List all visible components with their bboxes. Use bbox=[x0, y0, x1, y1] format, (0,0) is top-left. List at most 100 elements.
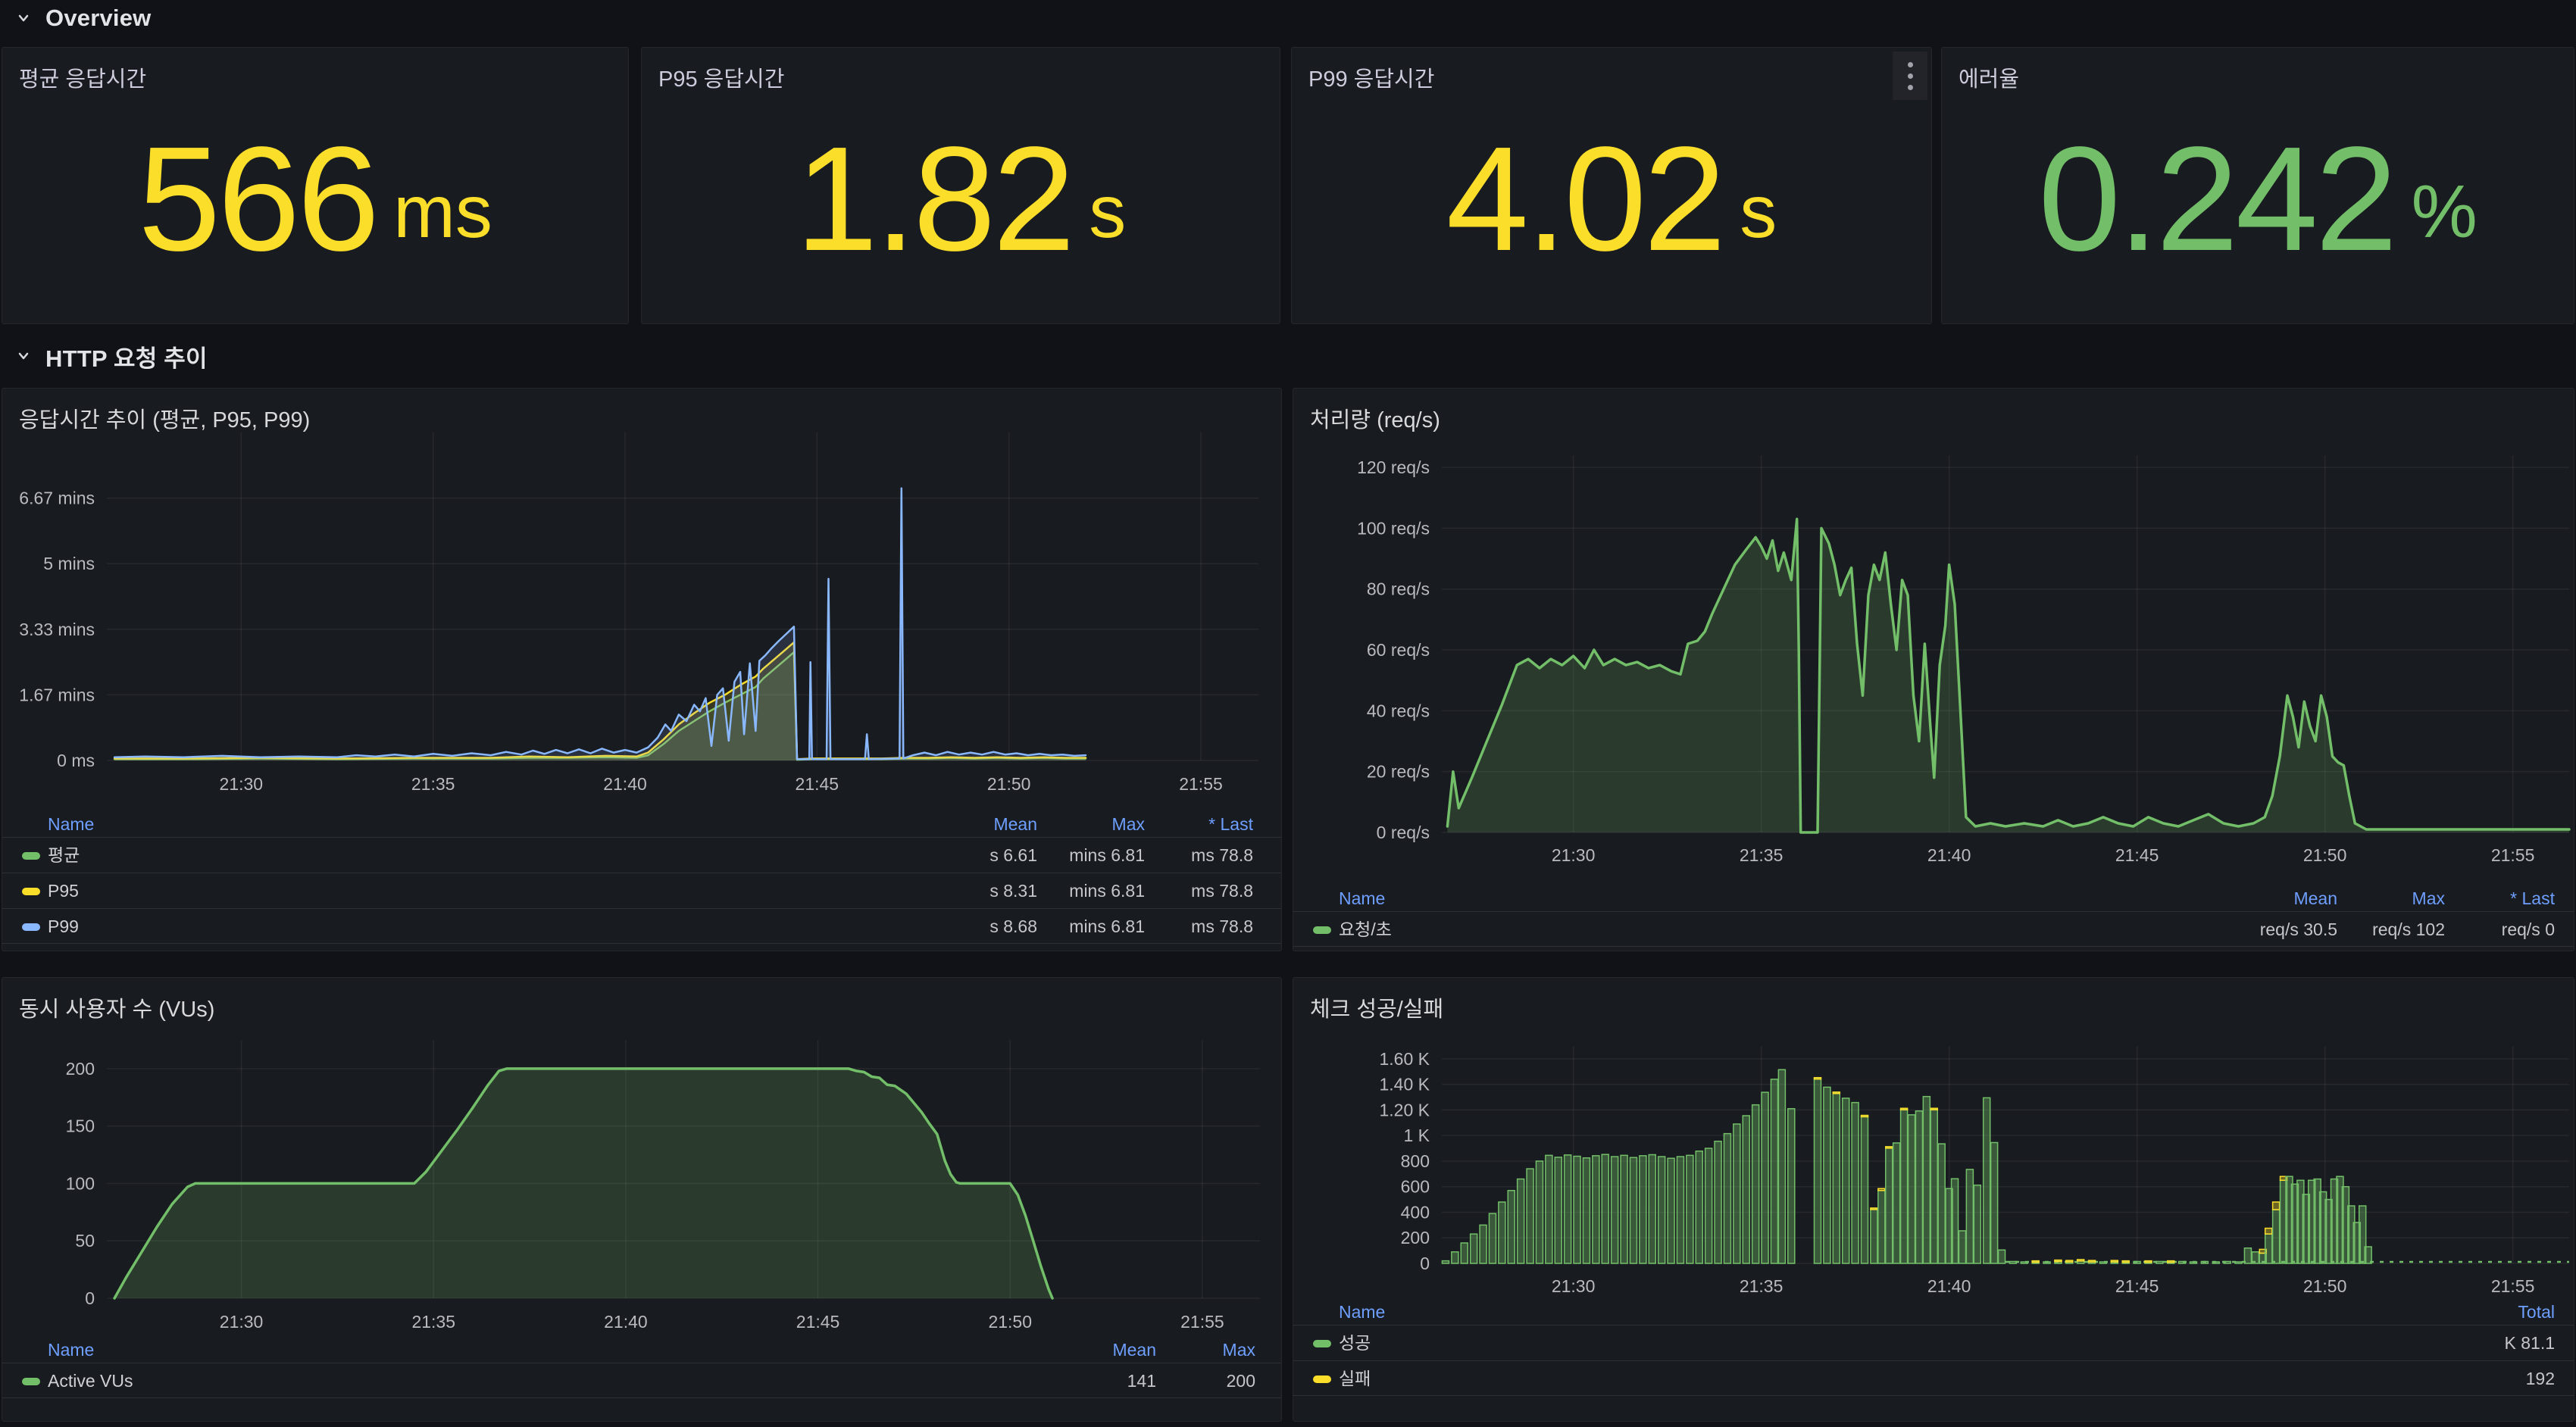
bar-fail bbox=[1930, 1108, 1937, 1110]
bar-fail bbox=[2111, 1260, 2118, 1262]
legend-column-name[interactable]: Name bbox=[1339, 888, 1385, 909]
x-tick-label: 21:45 bbox=[796, 774, 839, 794]
y-tick-label: 3.33 mins bbox=[19, 620, 95, 639]
legend-table: NameMeanMaxActive VUs141200 bbox=[2, 1340, 1281, 1398]
series-line-P99 bbox=[114, 489, 1086, 760]
stat-value: 0.242 bbox=[2038, 125, 2394, 273]
y-tick-label: 6.67 mins bbox=[19, 489, 95, 508]
legend-column-total[interactable]: Total bbox=[2518, 1302, 2555, 1322]
panel-title[interactable]: 처리량 (req/s) bbox=[1310, 402, 1440, 434]
stat-unit: s bbox=[1740, 174, 1777, 248]
legend-column-mean[interactable]: Mean bbox=[993, 814, 1037, 835]
x-tick-label: 21:35 bbox=[411, 774, 455, 794]
bar-success bbox=[1649, 1155, 1655, 1264]
panel-title[interactable]: 체크 성공/실패 bbox=[1310, 991, 1443, 1023]
legend-column-name[interactable]: Name bbox=[48, 814, 94, 835]
legend-series-name[interactable]: Active VUs bbox=[48, 1363, 133, 1399]
legend-column-max[interactable]: Max bbox=[1112, 814, 1145, 835]
legend-column-mean[interactable]: Mean bbox=[1112, 1340, 1156, 1360]
stat-unit: ms bbox=[393, 174, 492, 248]
panel-title[interactable]: 응답시간 추이 (평균, P95, P99) bbox=[19, 402, 310, 434]
legend-column-max[interactable]: Max bbox=[1223, 1340, 1255, 1360]
bar-fail bbox=[2265, 1229, 2272, 1235]
bar-success bbox=[1915, 1111, 1922, 1263]
bar-success bbox=[1930, 1110, 1937, 1263]
legend-series-name[interactable]: P95 bbox=[48, 873, 79, 909]
legend-column-last[interactable]: Last * bbox=[2510, 888, 2555, 909]
bar-success bbox=[1658, 1157, 1665, 1263]
x-tick-label: 21:55 bbox=[2491, 1276, 2535, 1296]
legend-value: 30.5 req/s bbox=[2260, 912, 2337, 948]
y-tick-label: 0 bbox=[1420, 1254, 1430, 1273]
bar-fail bbox=[2168, 1261, 2174, 1263]
bar-success bbox=[1733, 1124, 1740, 1263]
chart-panel-checks: 체크 성공/실패 02004006008001 K1.20 K1.40 K1.6… bbox=[1293, 977, 2574, 1422]
time-series-plot[interactable]: 0 req/s20 req/s40 req/s60 req/s80 req/s1… bbox=[1293, 389, 2574, 951]
legend-header: Name Total bbox=[1293, 1302, 2574, 1325]
legend-column-name[interactable]: Name bbox=[48, 1340, 94, 1360]
legend-series-name[interactable]: 실패 bbox=[1339, 1361, 1371, 1397]
bar-success bbox=[1886, 1148, 1893, 1263]
legend-row-실패: 실패192 bbox=[1293, 1360, 2574, 1396]
legend-series-name[interactable]: 요청/초 bbox=[1339, 912, 1392, 948]
legend-value: 0 req/s bbox=[2502, 912, 2555, 948]
bar-success bbox=[1901, 1110, 1908, 1263]
bar-success bbox=[1452, 1252, 1458, 1263]
stat-body: 0.242 % bbox=[1942, 83, 2574, 316]
stat-body: 1.82 s bbox=[642, 83, 1280, 316]
legend-series-name[interactable]: 성공 bbox=[1339, 1326, 1371, 1361]
bar-success bbox=[1938, 1144, 1945, 1263]
legend-value: 78.8 ms bbox=[1191, 873, 1253, 909]
bar-success bbox=[1815, 1079, 1821, 1263]
section-header-http-requests[interactable]: HTTP 요청 추이 bbox=[14, 339, 208, 373]
y-tick-label: 600 bbox=[1401, 1177, 1430, 1197]
bar-success bbox=[1499, 1202, 1505, 1263]
legend-series-name[interactable]: 평균 bbox=[48, 838, 80, 873]
section-header-overview[interactable]: Overview bbox=[14, 2, 151, 35]
y-tick-label: 200 bbox=[66, 1059, 95, 1079]
bar-fail bbox=[2122, 1261, 2129, 1263]
x-tick-label: 21:30 bbox=[1552, 845, 1596, 865]
bar-fail bbox=[2066, 1260, 2073, 1262]
bar-success bbox=[1833, 1093, 1840, 1263]
bar-success bbox=[1461, 1243, 1468, 1263]
legend-row-요청/초: 요청/초30.5 req/s102 req/s0 req/s bbox=[1293, 911, 2574, 947]
legend-value: 8.68 s bbox=[989, 909, 1037, 945]
x-tick-label: 21:55 bbox=[2491, 845, 2535, 865]
x-tick-label: 21:30 bbox=[220, 1312, 264, 1332]
panel-title[interactable]: 동시 사용자 수 (VUs) bbox=[19, 991, 214, 1023]
bar-success bbox=[2273, 1210, 2280, 1263]
stat-panel-p95-response: P95 응답시간 1.82 s bbox=[641, 47, 1280, 324]
bar-success bbox=[1852, 1103, 1859, 1263]
y-tick-label: 100 req/s bbox=[1357, 518, 1430, 538]
y-tick-label: 1.20 K bbox=[1380, 1100, 1430, 1119]
bar-fail bbox=[1815, 1078, 1821, 1079]
chart-panel-throughput: 처리량 (req/s) 0 req/s20 req/s40 req/s60 re… bbox=[1293, 388, 2574, 951]
legend-column-max[interactable]: Max bbox=[2412, 888, 2445, 909]
legend-column-name[interactable]: Name bbox=[1339, 1302, 1385, 1322]
bar-fail bbox=[2089, 1260, 2096, 1262]
series-color-swatch bbox=[22, 923, 40, 931]
y-tick-label: 50 bbox=[75, 1231, 95, 1251]
legend-column-last[interactable]: Last * bbox=[1208, 814, 1253, 835]
bar-success bbox=[2156, 1261, 2163, 1263]
legend-row-P95: P958.31 s6.81 mins78.8 ms bbox=[2, 873, 1281, 908]
legend-column-mean[interactable]: Mean bbox=[2293, 888, 2337, 909]
x-tick-label: 21:55 bbox=[1180, 1312, 1224, 1332]
legend-series-name[interactable]: P99 bbox=[48, 909, 79, 945]
bar-success bbox=[2021, 1262, 2027, 1263]
y-tick-label: 800 bbox=[1401, 1151, 1430, 1171]
chevron-down-icon bbox=[14, 346, 33, 366]
bar-success bbox=[1762, 1092, 1768, 1263]
stat-unit: % bbox=[2412, 174, 2478, 248]
kebab-menu-icon bbox=[1908, 62, 1913, 67]
x-tick-label: 21:50 bbox=[2303, 1276, 2347, 1296]
x-tick-label: 21:35 bbox=[1740, 1276, 1784, 1296]
bar-success bbox=[1480, 1225, 1487, 1263]
bar-success bbox=[1536, 1161, 1543, 1263]
y-tick-label: 80 req/s bbox=[1367, 579, 1430, 599]
bar-success bbox=[1752, 1105, 1759, 1263]
bar-success bbox=[1743, 1116, 1749, 1263]
bar-fail bbox=[2145, 1261, 2152, 1263]
legend-value: 78.8 ms bbox=[1191, 909, 1253, 945]
